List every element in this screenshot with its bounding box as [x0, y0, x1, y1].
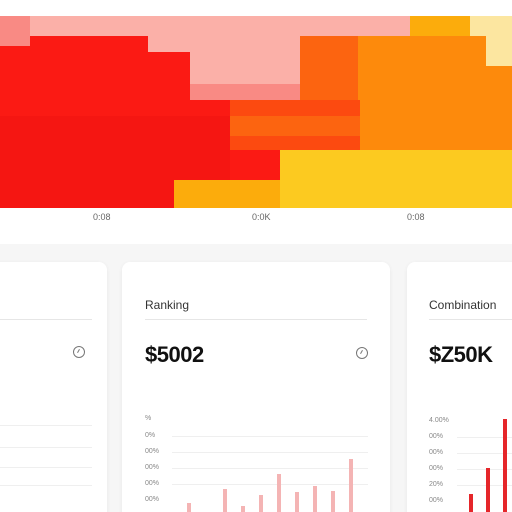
card-title: Ranking [145, 298, 190, 312]
heatmap-cell [190, 36, 300, 84]
metric-card-combination[interactable]: Combination $Z50K 4.00% 00% 00% 00% 20% … [407, 262, 512, 512]
chart-bar [223, 489, 227, 512]
grid-line [0, 485, 92, 486]
grid-line [0, 467, 92, 468]
heatmap-cell [230, 116, 360, 136]
y-tick-label: 20% [429, 481, 444, 488]
grid-line [172, 468, 368, 469]
heatmap-x-tick-label: 0:0K [252, 212, 271, 222]
chart-bar [241, 506, 245, 512]
metric-card-left[interactable] [0, 262, 107, 512]
heatmap-cell [486, 36, 512, 66]
grid-line [0, 447, 92, 448]
heatmap-x-tick-label: 0:08 [93, 212, 111, 222]
y-tick-label: 00% [429, 497, 444, 504]
info-icon[interactable] [73, 346, 85, 358]
bar-chart-ranking [180, 437, 360, 512]
card-divider [0, 319, 92, 320]
chart-bar [469, 494, 473, 512]
grid-line [172, 436, 368, 437]
chart-bar [313, 486, 317, 512]
grid-line [172, 484, 368, 485]
heatmap-axis-band [0, 208, 512, 244]
chart-bar [503, 419, 507, 512]
metric-card-ranking[interactable]: Ranking $5002 % 0% 00% 00% 00% 00% [122, 262, 390, 512]
chart-bar [349, 459, 353, 512]
card-title: Combination [429, 298, 497, 312]
card-value: $Z50K [429, 342, 493, 367]
card-divider [429, 319, 512, 320]
y-tick-label: 00% [429, 433, 444, 440]
chart-bar [295, 492, 299, 512]
grid-line [457, 469, 512, 470]
heatmap-cell [470, 16, 512, 36]
y-tick-label: 0% [145, 432, 156, 439]
grid-line [0, 425, 92, 426]
chart-bar [486, 468, 490, 512]
y-tick-label: 00% [429, 449, 444, 456]
chart-bar [331, 491, 335, 512]
heatmap-cell [0, 16, 410, 36]
y-tick-label: 00% [145, 496, 160, 503]
grid-line [172, 452, 368, 453]
heatmap-chart [0, 16, 512, 208]
heatmap-cell [360, 116, 512, 150]
y-tick-label: 00% [429, 465, 444, 472]
heatmap-x-tick-label: 0:08 [407, 212, 425, 222]
y-tick-label: 00% [145, 464, 160, 471]
grid-line [457, 453, 512, 454]
heatmap-cell [0, 16, 30, 46]
card-value: $5002 [145, 342, 204, 367]
heatmap-cell [280, 150, 512, 208]
card-divider [145, 319, 367, 320]
y-tick-label: 00% [145, 480, 160, 487]
grid-line [457, 485, 512, 486]
heatmap-cell [30, 52, 190, 116]
heatmap-cell [190, 84, 300, 100]
chart-bar [277, 474, 281, 512]
heatmap-cell [174, 180, 280, 208]
top-bar [0, 0, 512, 16]
y-tick-label: % [145, 415, 152, 422]
chart-bar [187, 503, 191, 512]
y-tick-label: 4.00% [429, 417, 449, 424]
chart-bar [259, 495, 263, 512]
bar-chart-combination [463, 414, 512, 512]
heatmap-cell [44, 36, 148, 56]
info-icon[interactable] [356, 347, 368, 359]
y-tick-label: 00% [145, 448, 160, 455]
grid-line [457, 437, 512, 438]
